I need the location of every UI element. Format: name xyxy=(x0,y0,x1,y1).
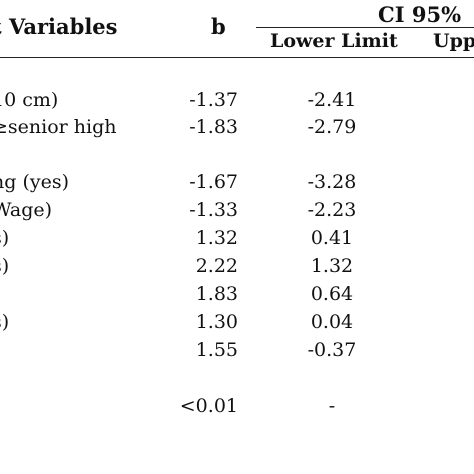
table-row: s) 1.30 0.04 xyxy=(0,310,474,334)
lower-limit-value: 0.64 xyxy=(310,283,354,305)
lower-limit-value: -3.28 xyxy=(307,171,357,193)
row-label: s) xyxy=(0,227,10,249)
row-label: 10 cm) xyxy=(0,89,59,111)
header-lower-limit: Lower Limit xyxy=(270,30,398,52)
lower-limit-value: -2.41 xyxy=(307,89,357,111)
b-value: 1.32 xyxy=(195,227,238,249)
table-row: s) 2.22 1.32 xyxy=(0,254,474,278)
lower-limit-value: - xyxy=(328,395,336,417)
lower-limit-value: -0.37 xyxy=(307,339,357,361)
b-value: -1.37 xyxy=(189,89,238,111)
lower-limit-value: -2.23 xyxy=(307,199,357,221)
header-ci-95: CI 95% xyxy=(378,2,462,27)
table-row: 10 cm) -1.37 -2.41 xyxy=(0,88,474,112)
table-row: s) 1.32 0.41 xyxy=(0,226,474,250)
table-row: ng (yes) -1.67 -3.28 xyxy=(0,170,474,194)
lower-limit-value: 0.41 xyxy=(310,227,354,249)
b-value: 1.55 xyxy=(195,339,238,361)
b-value: <0.01 xyxy=(179,395,238,417)
row-label: s) xyxy=(0,255,10,277)
b-value: 1.83 xyxy=(195,283,238,305)
b-value: -1.67 xyxy=(189,171,238,193)
row-label: ng (yes) xyxy=(0,171,69,193)
header-variables: t Variables xyxy=(0,14,118,39)
lower-limit-value: 1.32 xyxy=(310,255,354,277)
b-value: -1.83 xyxy=(189,116,238,138)
row-label: Wage) xyxy=(0,199,53,221)
table-row: ≥senior high -1.83 -2.79 xyxy=(0,115,474,139)
row-label: s) xyxy=(0,311,10,333)
table-row: 1.83 0.64 xyxy=(0,282,474,306)
lower-limit-value: -2.79 xyxy=(307,116,357,138)
b-value: 1.30 xyxy=(195,311,238,333)
lower-limit-value: 0.04 xyxy=(310,311,354,333)
table-row: Wage) -1.33 -2.23 xyxy=(0,198,474,222)
b-value: 2.22 xyxy=(195,255,238,277)
header-upper-limit: Upp xyxy=(433,30,474,52)
row-label: ≥senior high xyxy=(0,116,117,138)
table-row: <0.01 - xyxy=(0,394,474,418)
ci-header-rule xyxy=(256,27,474,28)
b-value: -1.33 xyxy=(189,199,238,221)
header-b: b xyxy=(211,14,226,39)
header-bottom-rule xyxy=(0,57,474,58)
table-row: 1.55 -0.37 xyxy=(0,338,474,362)
